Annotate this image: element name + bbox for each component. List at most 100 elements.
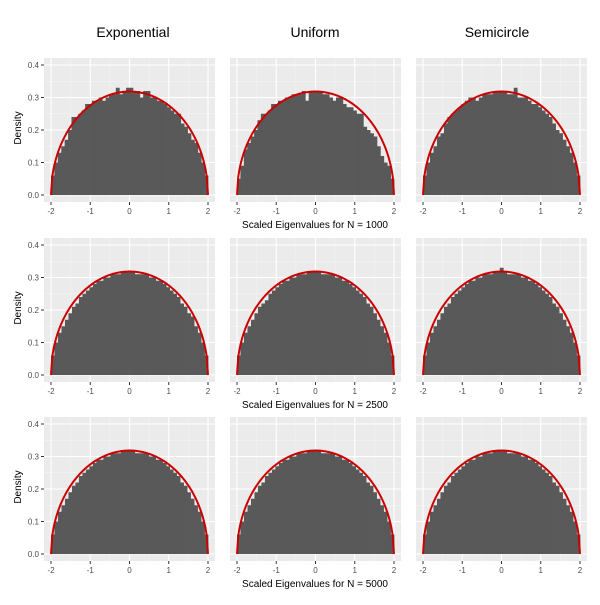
histogram-bar bbox=[569, 511, 574, 554]
histogram-bar bbox=[89, 466, 94, 554]
x-tick-label: 1 bbox=[353, 566, 358, 575]
panel-r2-exponential: -2 -1 0 1 2 0.0 0.1 0.2 0.3 0.4 bbox=[28, 238, 215, 396]
y-tick-label: 0.2 bbox=[28, 126, 40, 135]
histogram-bar bbox=[176, 476, 181, 554]
x-tick-label: 1 bbox=[353, 387, 358, 396]
histogram-bar bbox=[113, 453, 118, 554]
histogram-bar bbox=[78, 476, 83, 554]
histogram-bar bbox=[524, 456, 529, 554]
histogram-bar bbox=[180, 482, 184, 554]
histogram-bar bbox=[257, 306, 262, 375]
histogram-bar bbox=[64, 139, 69, 195]
histogram-bar bbox=[541, 110, 546, 195]
x-tick-label: 2 bbox=[578, 387, 583, 396]
histogram-bar bbox=[552, 482, 556, 554]
histogram-bar bbox=[162, 284, 167, 375]
histogram-bar bbox=[138, 274, 143, 375]
histogram-bar bbox=[64, 319, 69, 375]
histogram-bar bbox=[478, 97, 483, 195]
histogram-bar bbox=[433, 326, 438, 375]
histogram-bar bbox=[461, 287, 466, 375]
histogram-bar bbox=[373, 313, 377, 375]
histogram-bar bbox=[247, 505, 252, 554]
histogram-bar bbox=[363, 126, 368, 195]
histogram-bar bbox=[271, 104, 275, 195]
histogram-bar bbox=[254, 130, 258, 195]
semicircle-density-curve bbox=[50, 270, 209, 376]
histogram-bar bbox=[352, 287, 357, 375]
histogram-bar bbox=[429, 332, 434, 375]
histogram-bar bbox=[359, 113, 364, 195]
histogram-bar bbox=[555, 306, 560, 375]
histogram-bar bbox=[129, 87, 134, 195]
histogram-bar bbox=[303, 453, 308, 554]
histogram-bar bbox=[61, 326, 66, 375]
histogram-bar bbox=[348, 284, 353, 375]
semicircle-density-curve bbox=[422, 90, 581, 196]
histogram-bar bbox=[173, 472, 177, 554]
y-tick-label: 0.0 bbox=[28, 191, 40, 200]
histogram-bar bbox=[194, 505, 198, 554]
histogram-bar bbox=[260, 113, 265, 195]
histogram-bar bbox=[156, 100, 161, 195]
y-tick-label: 0.3 bbox=[28, 274, 40, 283]
x-axis-label-row-3: Scaled Eigenvalues for N = 5000 bbox=[242, 579, 388, 590]
x-tick-label: 0 bbox=[499, 566, 504, 575]
histogram-bar bbox=[341, 459, 346, 554]
histogram-bar bbox=[153, 97, 158, 195]
histogram-bar bbox=[573, 521, 577, 554]
histogram-bar bbox=[499, 450, 504, 554]
histogram-bar bbox=[176, 297, 181, 375]
histogram-bar bbox=[64, 498, 69, 554]
histogram-bar bbox=[457, 469, 462, 554]
histogram-bar bbox=[534, 104, 539, 195]
histogram-bar bbox=[184, 126, 188, 195]
histogram-bar bbox=[423, 175, 427, 195]
x-tick-label: -2 bbox=[419, 566, 427, 575]
histogram-bar bbox=[499, 267, 504, 375]
histogram-bar bbox=[247, 143, 252, 195]
histogram-bar bbox=[148, 456, 153, 554]
y-tick-label: 0.1 bbox=[28, 339, 40, 348]
histogram-bar bbox=[289, 456, 294, 554]
histogram-bar bbox=[426, 342, 431, 375]
histogram-bar bbox=[296, 453, 301, 554]
x-tick-label: -2 bbox=[47, 207, 55, 216]
histogram-bar bbox=[387, 342, 391, 375]
histogram-bar bbox=[298, 94, 303, 195]
histogram-bar bbox=[383, 332, 388, 375]
histogram-bar bbox=[440, 313, 445, 375]
histogram-bar bbox=[305, 100, 310, 195]
histogram-bar bbox=[447, 117, 452, 195]
histogram-bar bbox=[346, 107, 351, 195]
y-axis-label-row-2: Density bbox=[13, 291, 24, 324]
histogram-bar bbox=[362, 476, 367, 554]
column-title-exponential: Exponential bbox=[96, 24, 169, 40]
histogram-bar bbox=[562, 498, 567, 554]
panel-grid: -2 -1 0 1 2 0.0 0.1 0.2 0.3 0.4 -2 -1 0 1 2 -2 -1 0 1 2 -2 -1… bbox=[28, 58, 587, 575]
histogram-bar bbox=[569, 332, 574, 375]
histogram-bar bbox=[166, 466, 171, 554]
semicircle-density-curve bbox=[50, 449, 209, 555]
y-tick-label: 0.4 bbox=[28, 61, 40, 70]
histogram-bar bbox=[548, 297, 553, 375]
histogram-bar bbox=[257, 120, 262, 195]
histogram-bar bbox=[106, 456, 111, 554]
histogram-bar bbox=[454, 293, 459, 375]
histogram-bar bbox=[324, 274, 329, 375]
y-tick-label: 0.1 bbox=[28, 518, 40, 527]
histogram-bar bbox=[237, 178, 241, 195]
histogram-bar bbox=[517, 274, 522, 375]
histogram-bar bbox=[296, 274, 301, 375]
panel-r2-semicircle: -2 -1 0 1 2 bbox=[416, 238, 587, 396]
histogram-bar bbox=[315, 91, 320, 195]
x-tick-label: -2 bbox=[47, 387, 55, 396]
histogram-bar bbox=[510, 453, 515, 554]
histogram-bar bbox=[152, 277, 157, 375]
histogram-bar bbox=[482, 94, 487, 195]
x-tick-label: -1 bbox=[459, 566, 467, 575]
histogram-bar bbox=[105, 97, 110, 195]
x-axis-label-row-2: Scaled Eigenvalues for N = 2500 bbox=[242, 400, 388, 411]
histogram-bar bbox=[320, 453, 325, 554]
histogram-bar bbox=[450, 476, 455, 554]
